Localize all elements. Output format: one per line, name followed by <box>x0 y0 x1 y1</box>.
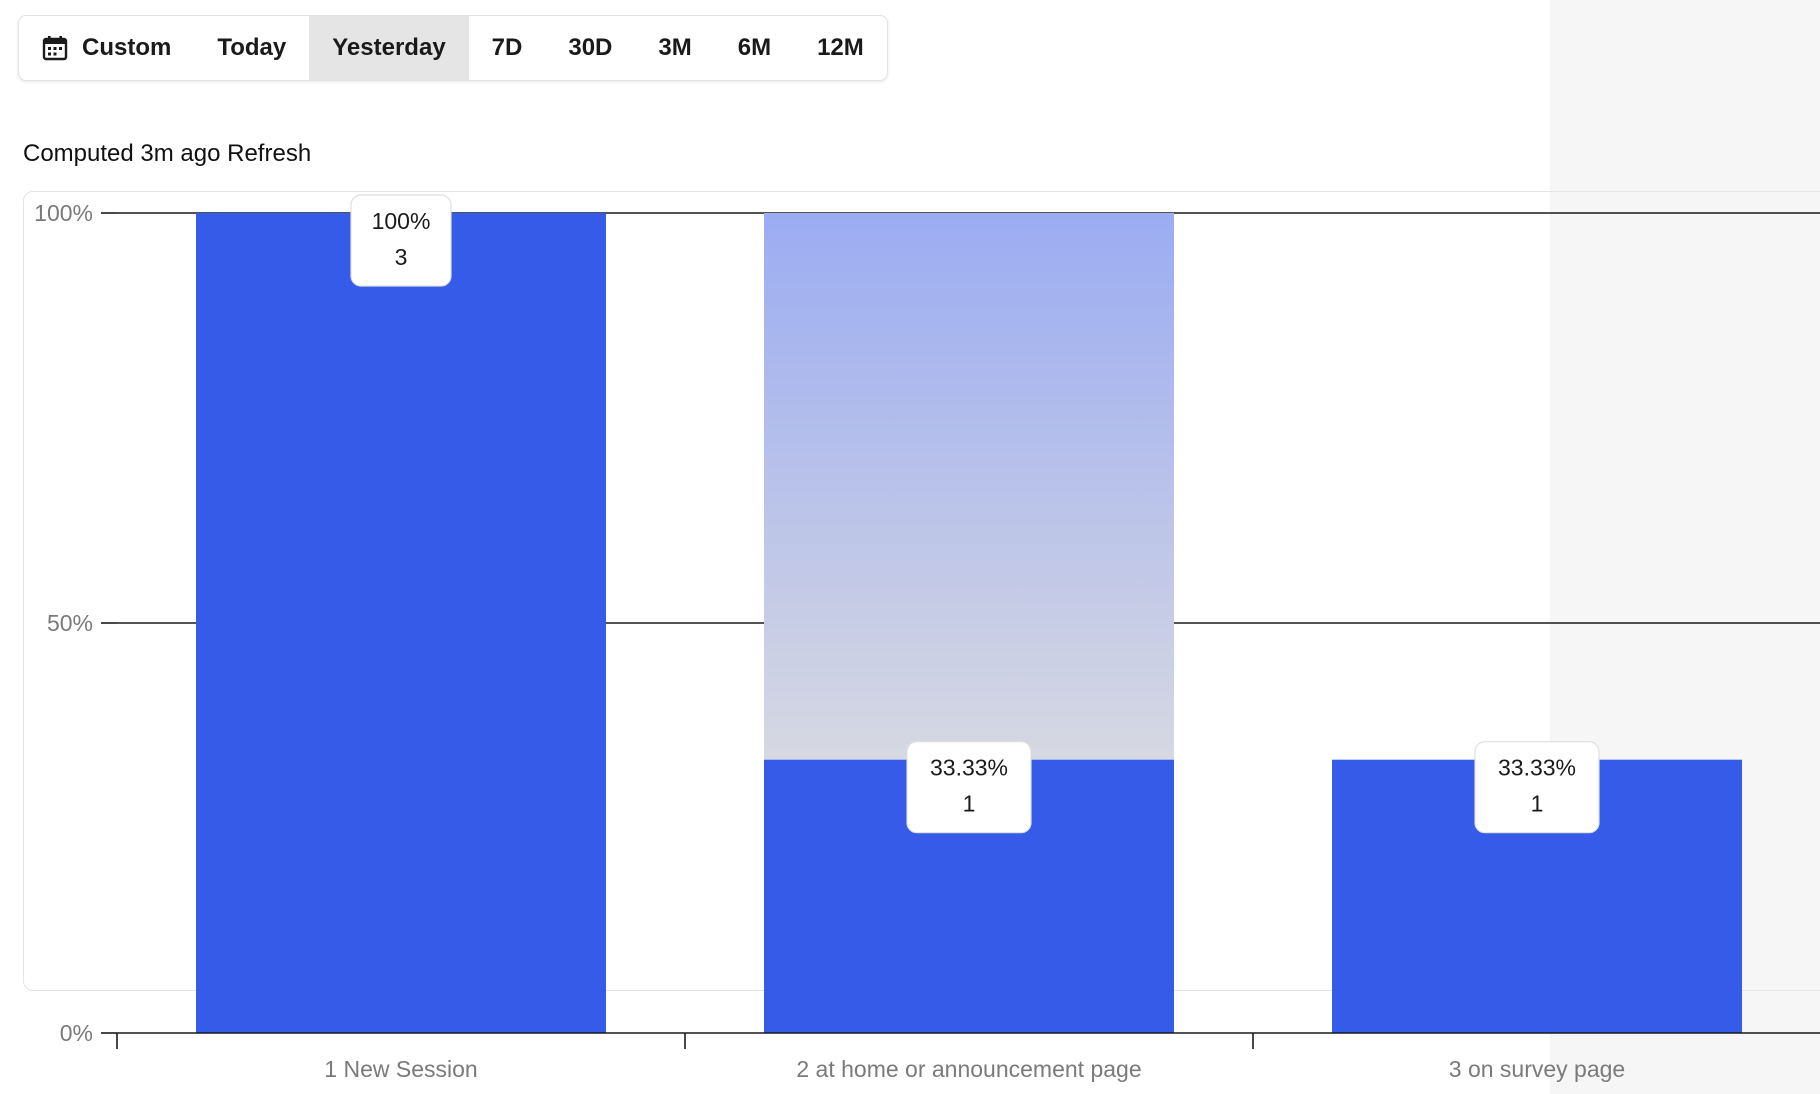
yesterday-range-button[interactable]: Yesterday <box>309 16 469 80</box>
data-label-box <box>1474 741 1600 834</box>
6m-range-label: 6M <box>737 34 772 61</box>
y-tick-label: 100% <box>34 200 93 226</box>
30d-range-label: 30D <box>568 34 613 61</box>
30d-range-button[interactable]: 30D <box>545 16 635 80</box>
y-tick-label: 0% <box>60 1020 93 1046</box>
refresh-link[interactable]: Refresh <box>227 140 312 167</box>
axes: 0% 50% 100% 1 New Session 2 at home or annou… <box>34 200 1820 1082</box>
data-label-percent: 33.33% <box>1498 755 1576 781</box>
x-tick-label: 1 New Session <box>324 1056 477 1082</box>
7d-range-label: 7D <box>491 34 523 61</box>
data-label-box <box>350 194 452 287</box>
data-label-count: 1 <box>1531 791 1544 817</box>
data-label-box <box>906 741 1032 834</box>
3m-range-button[interactable]: 3M <box>635 16 714 80</box>
custom-range-label: Custom <box>82 34 172 61</box>
date-range-selector: Custom Today Yesterday 7D 30D 3M 6M 12M <box>18 15 888 81</box>
x-tick-label: 3 on survey page <box>1449 1056 1625 1082</box>
data-labels: 100% 3 33.33% 1 33.33% 1 <box>350 194 1600 834</box>
3m-range-label: 3M <box>658 34 692 61</box>
y-tick-label: 50% <box>47 610 93 636</box>
data-label-percent: 100% <box>372 208 431 234</box>
data-label-count: 1 <box>963 791 976 817</box>
calendar-icon <box>42 36 68 61</box>
data-label-percent: 33.33% <box>930 755 1008 781</box>
today-range-label: Today <box>217 34 287 61</box>
computed-time-text: Computed 3m ago <box>23 140 221 167</box>
custom-range-button[interactable]: Custom <box>19 16 194 80</box>
today-range-button[interactable]: Today <box>194 16 309 80</box>
bar <box>196 213 606 1033</box>
dropoff-bar <box>764 213 1174 760</box>
computed-status: Computed 3m ago Refresh <box>23 140 311 168</box>
6m-range-button[interactable]: 6M <box>715 16 794 80</box>
12m-range-label: 12M <box>817 34 864 61</box>
data-label-count: 3 <box>395 244 408 270</box>
12m-range-button[interactable]: 12M <box>794 16 887 80</box>
x-tick-label: 2 at home or announcement page <box>796 1056 1141 1082</box>
data-label: 100% 3 <box>350 194 452 287</box>
7d-range-button[interactable]: 7D <box>469 16 546 80</box>
data-label: 33.33% 1 <box>906 741 1032 834</box>
yesterday-range-label: Yesterday <box>332 34 446 61</box>
data-label: 33.33% 1 <box>1474 741 1600 834</box>
